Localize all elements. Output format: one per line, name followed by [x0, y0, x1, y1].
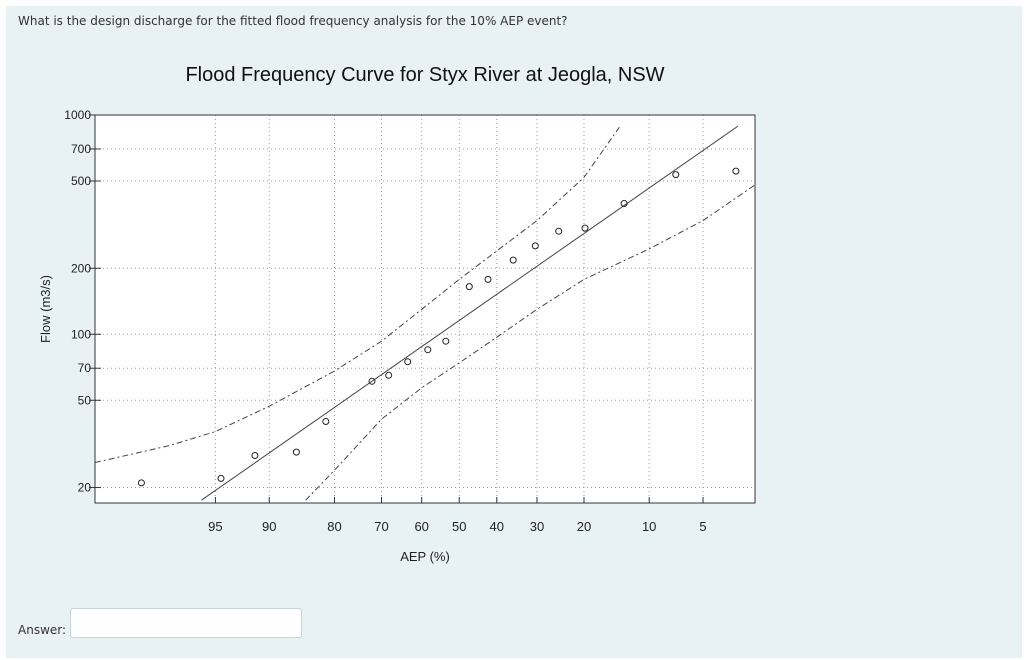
upper-confidence-line — [95, 126, 620, 463]
data-point — [292, 448, 300, 456]
data-point — [555, 227, 563, 235]
x-tick-label: 50 — [452, 519, 466, 534]
data-point — [620, 200, 628, 207]
y-tick-label: 1000 — [64, 108, 91, 122]
fitted-line — [201, 125, 739, 501]
y-axis-label: Flow (m3/s) — [38, 275, 53, 343]
data-point — [672, 171, 680, 179]
data-point — [368, 377, 376, 385]
x-tick-label: 40 — [490, 519, 504, 534]
x-tick-label: 30 — [530, 519, 544, 534]
chart-title: Flood Frequency Curve for Styx River at … — [185, 64, 665, 86]
data-point — [424, 346, 432, 354]
data-point — [251, 452, 259, 459]
y-tick-label: 70 — [78, 361, 92, 375]
data-point — [385, 371, 393, 379]
x-tick-label: 60 — [414, 519, 428, 534]
y-tick-label: 50 — [78, 393, 92, 407]
x-tick-label: 10 — [642, 519, 656, 534]
x-tick-label: 5 — [699, 519, 706, 534]
plot-frame — [94, 114, 756, 504]
data-point — [484, 275, 492, 283]
data-point — [404, 358, 412, 366]
data-point — [732, 167, 740, 175]
x-tick-label: 95 — [208, 519, 222, 534]
y-tick-label: 500 — [71, 174, 91, 188]
y-tick-label: 20 — [78, 481, 92, 495]
data-point — [581, 224, 589, 232]
data-point — [442, 337, 450, 345]
data-point — [137, 479, 145, 487]
y-tick-label: 700 — [71, 142, 91, 156]
question-text: What is the design discharge for the fit… — [18, 14, 568, 28]
data-point — [531, 242, 539, 250]
answer-label: Answer: — [18, 623, 67, 637]
data-point — [322, 418, 330, 425]
x-tick-label: 80 — [327, 519, 341, 534]
y-tick-label: 100 — [71, 327, 91, 341]
data-point — [509, 256, 517, 264]
y-tick-label: 200 — [71, 261, 91, 275]
flood-frequency-chart: 95 90 80 70 60 50 40 30 20 10 5 20 50 70 100 200 500 700 1… — [38, 108, 756, 564]
x-tick-label: 20 — [577, 519, 591, 534]
x-axis-label: AEP (%) — [400, 549, 450, 564]
plot-area — [95, 115, 755, 503]
x-tick-label: 70 — [374, 519, 388, 534]
x-tick-label: 90 — [262, 519, 276, 534]
data-point — [465, 283, 473, 291]
answer-input[interactable] — [70, 608, 302, 638]
lower-confidence-line — [305, 184, 755, 501]
data-point — [217, 474, 225, 482]
